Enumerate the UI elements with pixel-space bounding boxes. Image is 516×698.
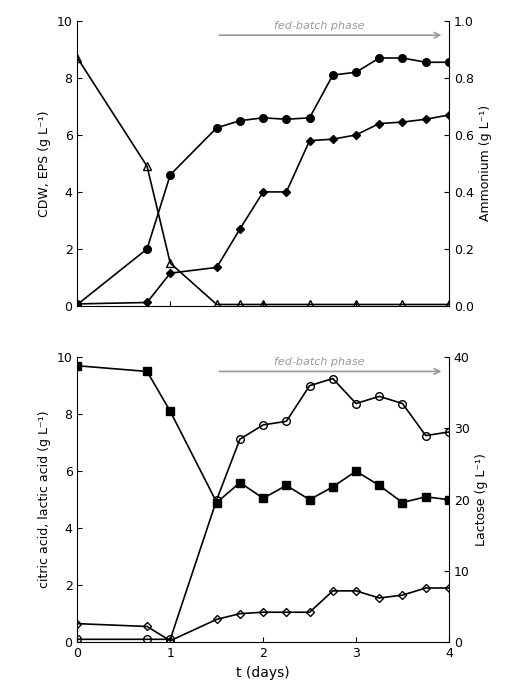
Y-axis label: Ammonium (g L⁻¹): Ammonium (g L⁻¹) [479, 105, 492, 221]
Text: fed-batch phase: fed-batch phase [273, 357, 364, 367]
X-axis label: t (days): t (days) [236, 666, 290, 680]
Y-axis label: CDW, EPS (g L⁻¹): CDW, EPS (g L⁻¹) [38, 110, 51, 216]
Y-axis label: Lactose (g L⁻¹): Lactose (g L⁻¹) [475, 453, 488, 546]
Text: fed-batch phase: fed-batch phase [273, 21, 364, 31]
Y-axis label: citric acid, lactic acid (g L⁻¹): citric acid, lactic acid (g L⁻¹) [38, 411, 51, 588]
